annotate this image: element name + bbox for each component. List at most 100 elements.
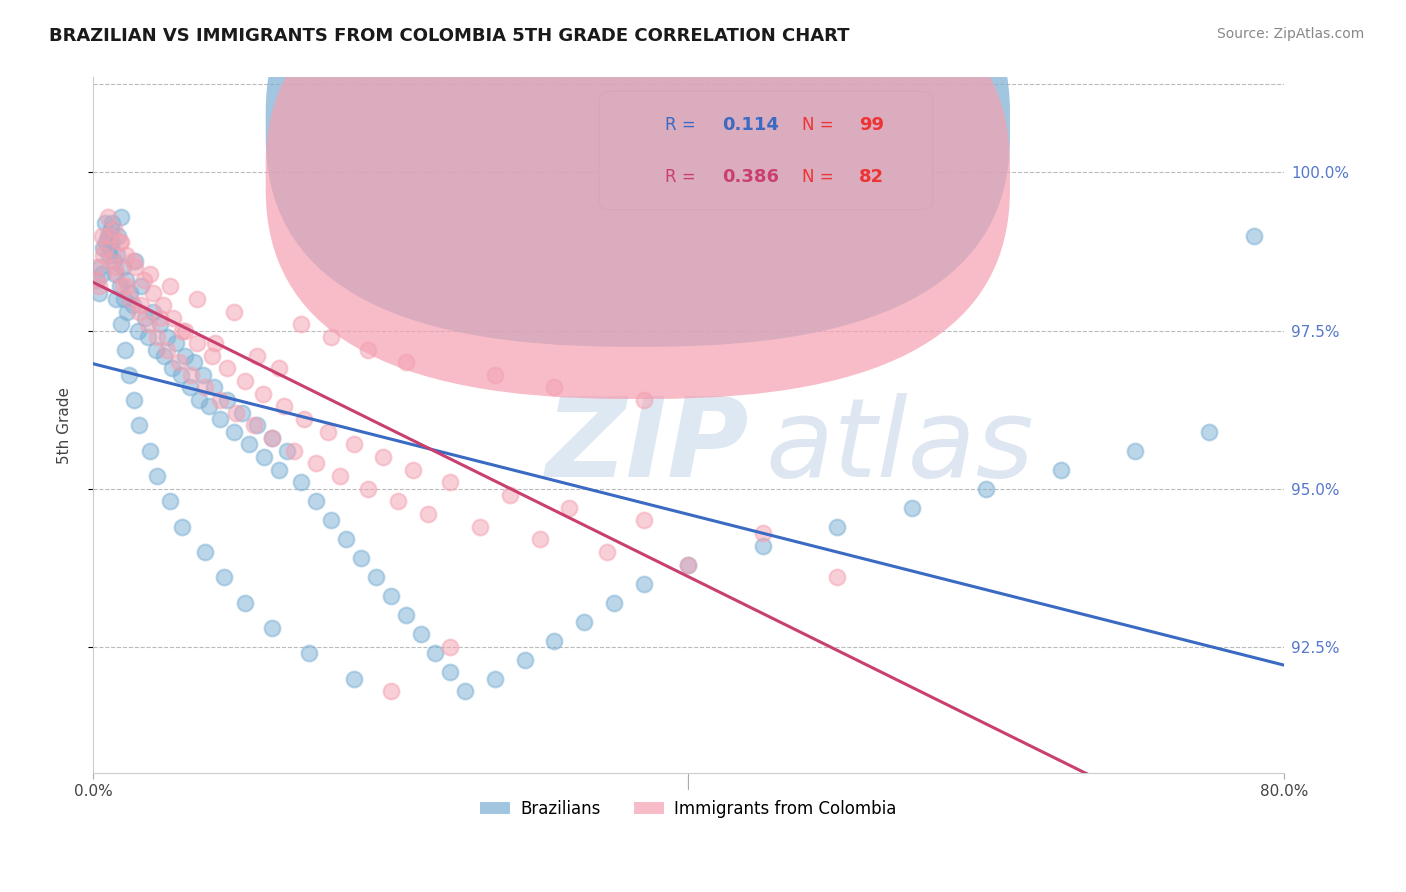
Point [633, 393, 655, 408]
Point [174, 324, 197, 338]
Point [193, 368, 215, 382]
Point [129, 298, 152, 312]
Point [292, 412, 315, 426]
Point [1049, 463, 1071, 477]
Point [402, 463, 425, 477]
Point [159, 279, 181, 293]
Point [298, 646, 321, 660]
Point [529, 533, 551, 547]
Text: 0.114: 0.114 [721, 116, 779, 134]
Point [118, 368, 141, 382]
Point [146, 330, 169, 344]
Point [124, 260, 146, 275]
Point [93, 241, 115, 255]
Point [558, 500, 581, 515]
Point [260, 431, 283, 445]
Point [132, 273, 155, 287]
Point [136, 330, 159, 344]
Text: 82: 82 [859, 168, 884, 186]
Point [499, 488, 522, 502]
Point [86, 273, 108, 287]
Point [316, 425, 339, 439]
Point [112, 292, 135, 306]
Point [201, 349, 224, 363]
Point [128, 418, 150, 433]
Point [105, 292, 128, 306]
Point [387, 494, 409, 508]
Point [84, 260, 107, 275]
Point [138, 267, 160, 281]
Text: 99: 99 [859, 116, 884, 134]
Point [373, 450, 395, 464]
Point [170, 368, 193, 382]
Point [122, 298, 145, 312]
Point [198, 400, 221, 414]
Point [94, 241, 117, 255]
Point [187, 393, 209, 408]
Point [174, 349, 197, 363]
Point [225, 406, 247, 420]
Point [335, 533, 357, 547]
Point [827, 570, 849, 584]
Point [129, 279, 152, 293]
Point [204, 336, 226, 351]
Point [752, 526, 775, 541]
Point [94, 216, 117, 230]
Point [100, 254, 122, 268]
Point [98, 247, 121, 261]
Text: ZIP: ZIP [546, 392, 749, 500]
Point [202, 380, 225, 394]
Point [87, 279, 110, 293]
Point [290, 317, 312, 331]
Point [105, 267, 128, 281]
Point [246, 349, 269, 363]
Point [120, 285, 142, 300]
Point [513, 652, 536, 666]
Point [156, 330, 179, 344]
Point [110, 210, 132, 224]
Point [253, 450, 276, 464]
Point [194, 545, 217, 559]
Point [114, 247, 136, 261]
Point [103, 222, 125, 236]
Point [215, 361, 238, 376]
Point [194, 380, 217, 394]
Point [122, 393, 145, 408]
Point [107, 228, 129, 243]
Point [321, 513, 343, 527]
Point [380, 684, 402, 698]
Point [100, 222, 122, 236]
Point [156, 343, 179, 357]
Point [101, 235, 124, 249]
Point [98, 241, 121, 255]
Text: R =: R = [665, 168, 700, 186]
Point [104, 267, 127, 281]
Point [242, 418, 264, 433]
Point [180, 368, 202, 382]
Point [364, 570, 387, 584]
Point [149, 310, 172, 325]
Point [160, 361, 183, 376]
Text: 0.386: 0.386 [721, 168, 779, 186]
Text: N =: N = [801, 116, 838, 134]
Text: BRAZILIAN VS IMMIGRANTS FROM COLOMBIA 5TH GRADE CORRELATION CHART: BRAZILIAN VS IMMIGRANTS FROM COLOMBIA 5T… [49, 27, 849, 45]
Point [138, 443, 160, 458]
Point [276, 443, 298, 458]
Point [162, 310, 184, 325]
Point [91, 267, 114, 281]
Point [1243, 228, 1265, 243]
FancyBboxPatch shape [266, 0, 1010, 399]
Point [153, 349, 176, 363]
Point [595, 545, 617, 559]
Point [233, 596, 256, 610]
Point [97, 228, 120, 243]
Point [305, 457, 328, 471]
Y-axis label: 5th Grade: 5th Grade [58, 387, 72, 464]
Point [357, 482, 380, 496]
Point [208, 412, 231, 426]
Point [342, 672, 364, 686]
FancyBboxPatch shape [266, 0, 1010, 347]
Point [231, 406, 253, 420]
Point [350, 551, 373, 566]
Point [273, 400, 295, 414]
